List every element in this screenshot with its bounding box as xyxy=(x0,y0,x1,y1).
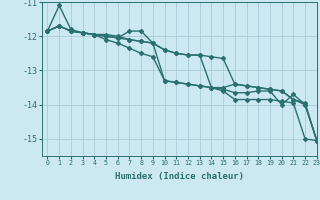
X-axis label: Humidex (Indice chaleur): Humidex (Indice chaleur) xyxy=(115,172,244,181)
